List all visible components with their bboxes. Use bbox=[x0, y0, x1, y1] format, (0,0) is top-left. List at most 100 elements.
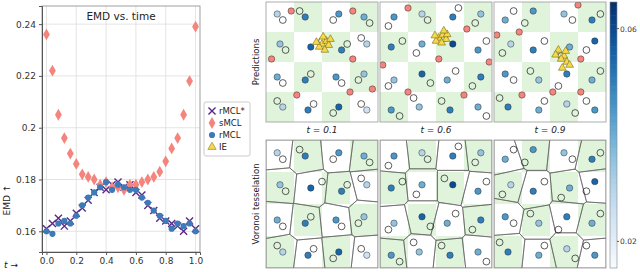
voronoi-cell bbox=[349, 140, 378, 172]
tick: 0.18 bbox=[16, 175, 42, 185]
point bbox=[181, 223, 187, 229]
dense-region bbox=[494, 32, 522, 62]
target-point bbox=[424, 17, 431, 24]
voronoi-cell bbox=[380, 238, 407, 268]
panel-frame bbox=[266, 140, 378, 268]
hypothesis-point bbox=[419, 214, 425, 220]
figure: 0.00.20.40.60.81.00.160.180.20.220.24EMD… bbox=[0, 0, 640, 272]
chart-container: 0.00.20.40.60.81.00.160.180.20.220.24EMD… bbox=[0, 0, 640, 272]
point bbox=[192, 21, 199, 33]
voronoi-cell bbox=[325, 171, 357, 207]
hypothesis-point bbox=[364, 252, 370, 258]
target-point bbox=[282, 188, 289, 195]
target-point bbox=[583, 98, 590, 105]
tick: 0.8 bbox=[159, 252, 174, 266]
target-point bbox=[344, 41, 351, 48]
colorbar-step bbox=[610, 162, 617, 167]
smcl-point bbox=[405, 89, 411, 95]
dense-region bbox=[408, 2, 436, 32]
hypothesis-point bbox=[361, 71, 367, 77]
dense-region bbox=[436, 236, 464, 268]
voronoi-cell bbox=[321, 140, 354, 173]
colorbar-step bbox=[610, 24, 617, 29]
ie-point bbox=[566, 61, 574, 68]
plot-frame bbox=[42, 6, 200, 252]
colorbar-step bbox=[610, 95, 617, 100]
hypothesis-point bbox=[361, 14, 367, 20]
target-point bbox=[358, 175, 365, 182]
target-point bbox=[527, 210, 534, 217]
colorbar-step bbox=[610, 33, 617, 38]
target-point bbox=[424, 156, 431, 163]
smcl-point bbox=[347, 89, 353, 95]
dense-region bbox=[408, 62, 436, 92]
colorbar-step bbox=[610, 2, 617, 7]
ie-point bbox=[327, 35, 335, 42]
voronoi-cell bbox=[514, 140, 550, 170]
voronoi-cell bbox=[431, 202, 466, 240]
dense-region bbox=[350, 140, 378, 172]
smcl-point bbox=[288, 8, 294, 14]
target-point bbox=[541, 178, 548, 185]
colorbar-step bbox=[610, 197, 617, 202]
dense-region bbox=[522, 2, 550, 32]
target-point bbox=[410, 95, 417, 102]
hypothesis-point bbox=[536, 77, 542, 83]
hypothesis-point bbox=[388, 185, 394, 191]
column-label: t = 0.6 bbox=[420, 125, 451, 135]
hypothesis-point bbox=[475, 47, 481, 53]
smcl-point bbox=[369, 86, 375, 92]
grid-line-y bbox=[42, 75, 200, 76]
colorbar-step bbox=[610, 69, 617, 74]
hypothesis-point bbox=[536, 252, 542, 258]
target-point bbox=[572, 255, 579, 262]
voronoi-cell bbox=[290, 203, 322, 240]
smcl-point bbox=[486, 59, 492, 65]
target-point bbox=[307, 71, 314, 78]
point bbox=[180, 109, 187, 121]
smcl-point bbox=[350, 56, 356, 62]
hypothesis-point bbox=[478, 217, 484, 223]
grid-line-x bbox=[135, 6, 136, 252]
hypothesis-point bbox=[336, 249, 342, 255]
target-point bbox=[358, 35, 365, 42]
hypothesis-point bbox=[450, 182, 456, 188]
colorbar-step bbox=[610, 233, 617, 238]
point bbox=[138, 176, 145, 188]
dense-region bbox=[522, 140, 550, 172]
smcl-point bbox=[519, 92, 525, 98]
colorbar-step bbox=[610, 193, 617, 198]
dense-region bbox=[294, 2, 322, 32]
colorbar-step bbox=[610, 135, 617, 140]
target-point bbox=[555, 226, 562, 233]
voronoi-cell bbox=[436, 140, 469, 170]
hypothesis-point bbox=[388, 107, 394, 113]
colorbar-step bbox=[610, 210, 617, 215]
point bbox=[151, 207, 157, 213]
smcl-point bbox=[464, 26, 470, 32]
hypothesis-point bbox=[536, 107, 542, 113]
hypothesis-point bbox=[478, 74, 484, 80]
target-point bbox=[396, 113, 403, 120]
voronoi-cell bbox=[406, 140, 439, 169]
hypothesis-point bbox=[450, 153, 456, 159]
hypothesis-point bbox=[502, 214, 508, 220]
target-point bbox=[452, 210, 459, 217]
colorbar-step bbox=[610, 219, 617, 224]
hypothesis-point bbox=[391, 77, 397, 83]
dense-region bbox=[266, 236, 294, 268]
panel-marks bbox=[266, 2, 378, 122]
hypothesis-point bbox=[308, 185, 314, 191]
target-point bbox=[330, 156, 337, 163]
dense-region bbox=[294, 204, 322, 236]
ie-point bbox=[321, 46, 329, 53]
smcl-point bbox=[350, 8, 356, 14]
target-point bbox=[274, 98, 281, 105]
colorbar-step bbox=[610, 42, 617, 47]
point bbox=[43, 29, 50, 41]
hypothesis-point bbox=[592, 252, 598, 258]
target-point bbox=[396, 258, 403, 265]
voronoi-cell bbox=[577, 238, 606, 268]
hypothesis-point bbox=[419, 182, 425, 188]
target-point bbox=[338, 80, 345, 87]
